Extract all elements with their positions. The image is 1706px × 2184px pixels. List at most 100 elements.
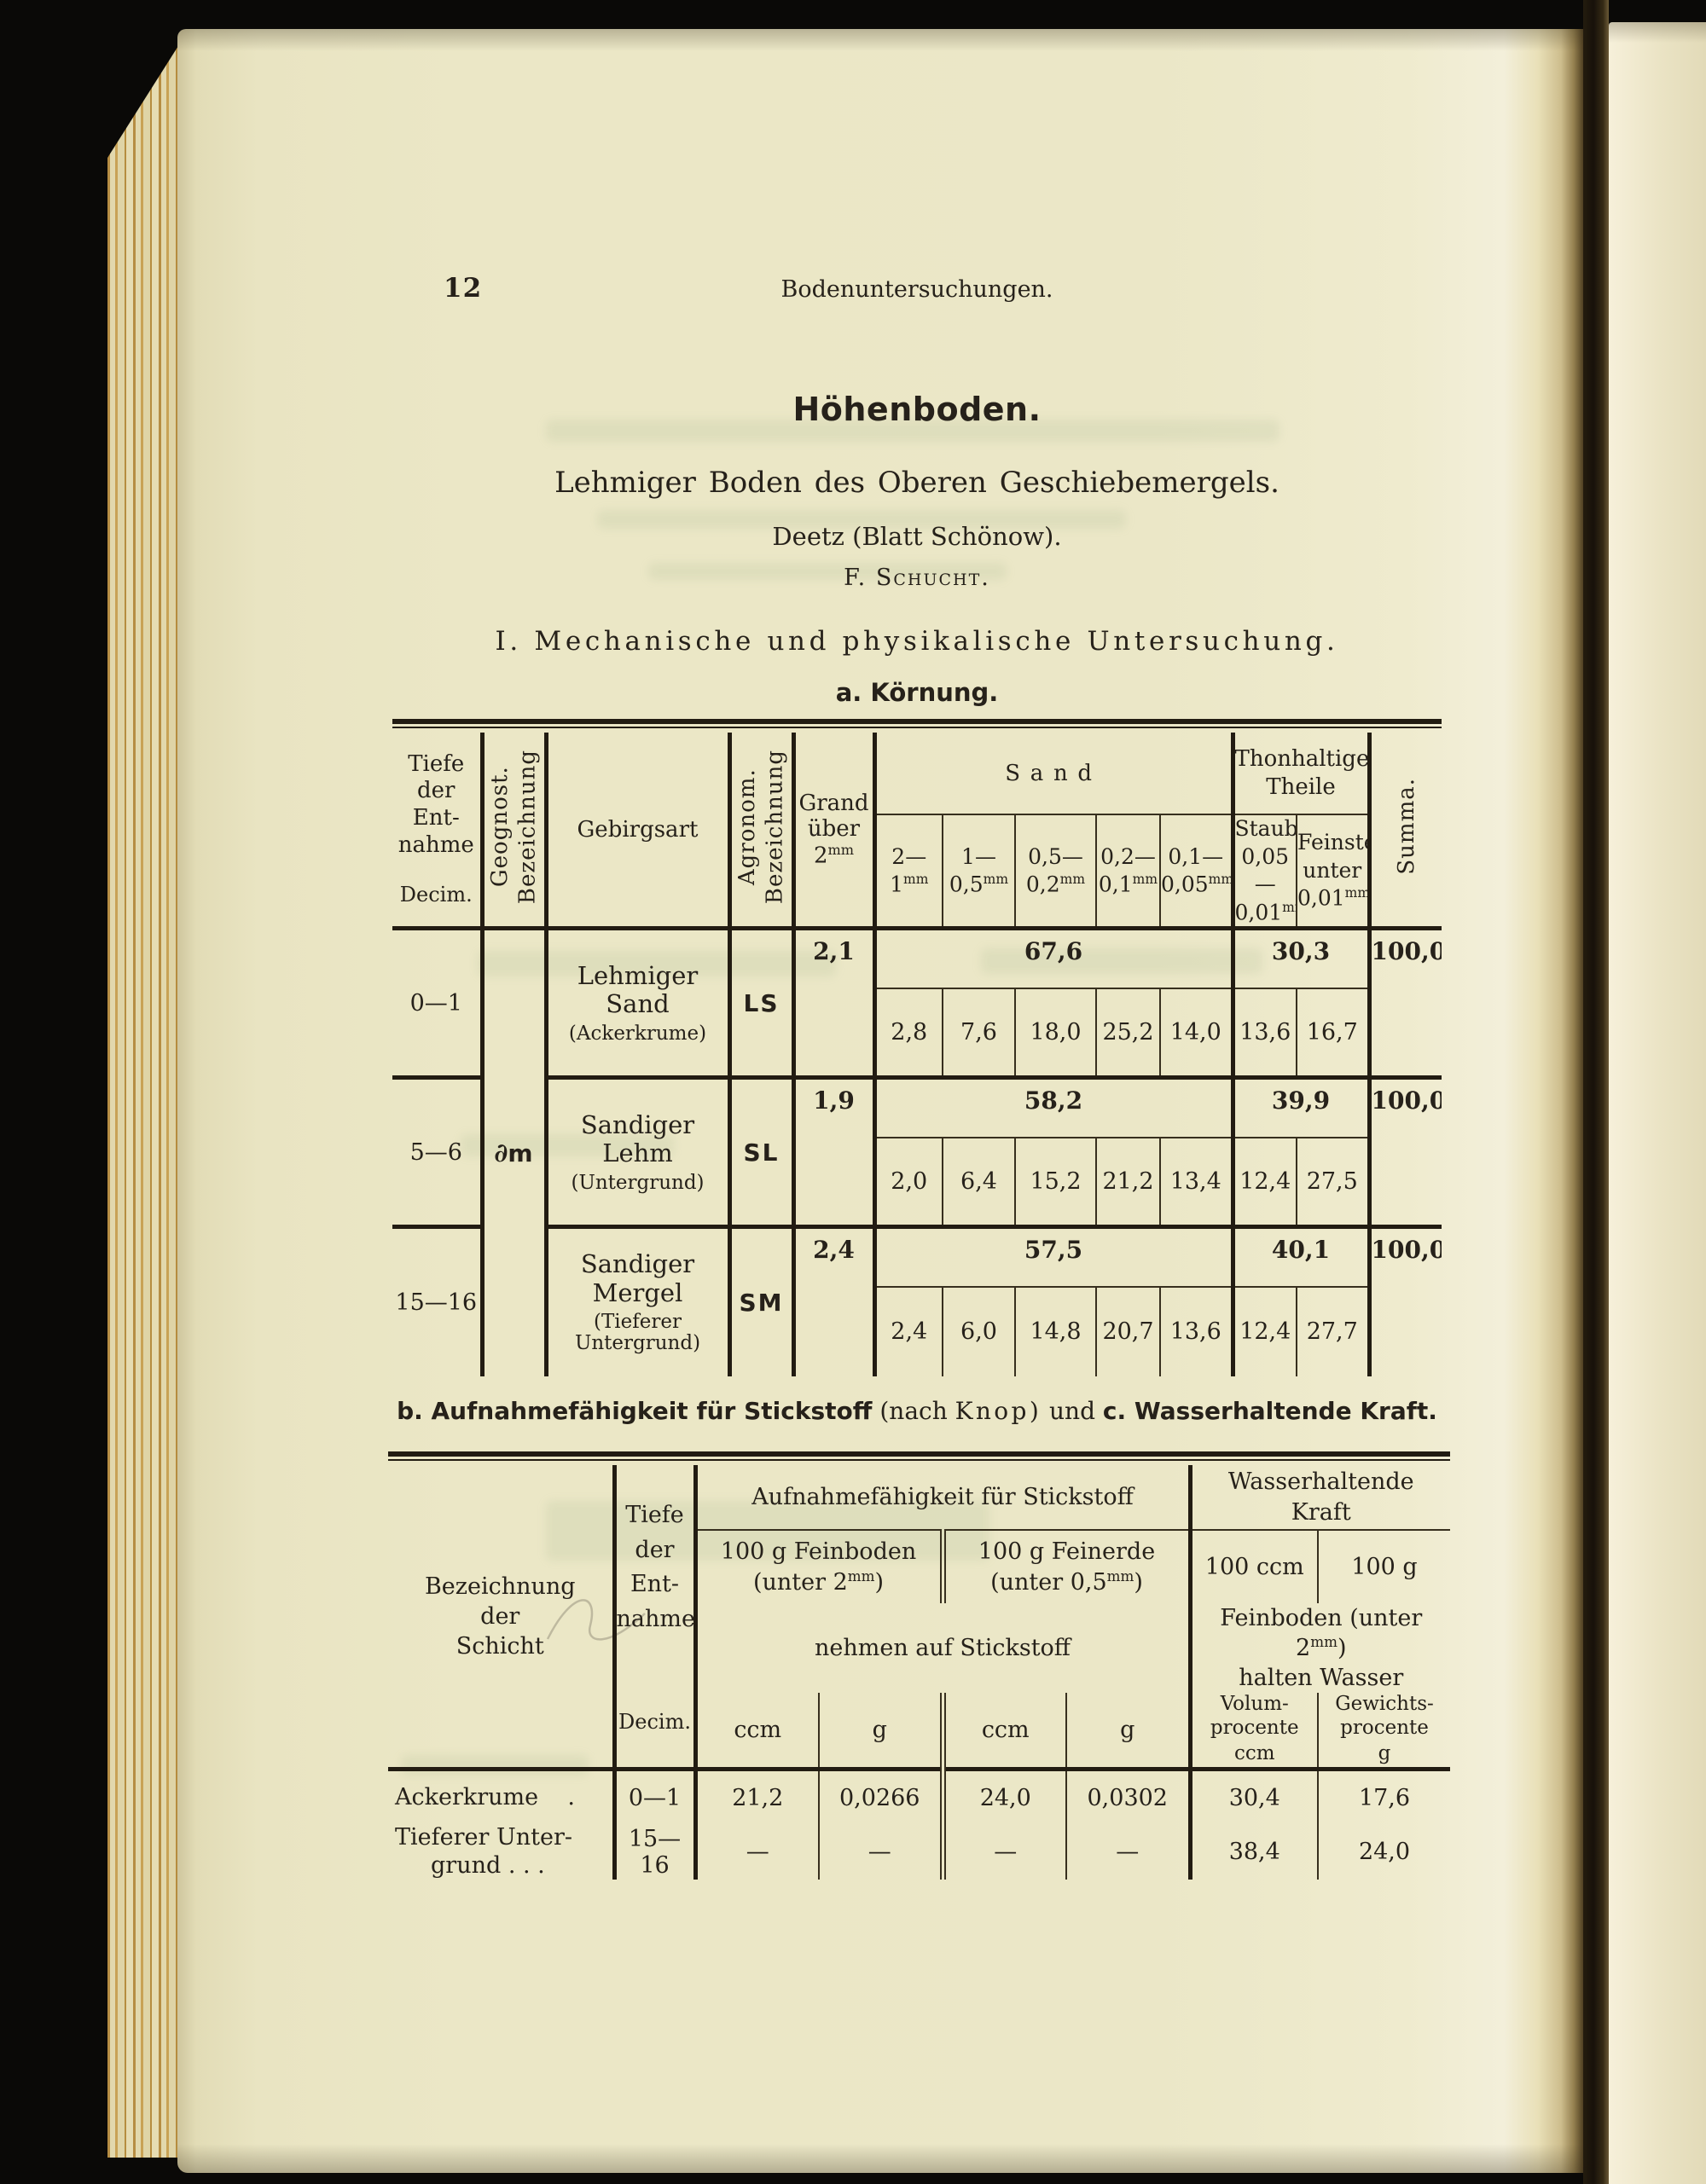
grand-value: 1,9 — [793, 1077, 877, 1230]
thon-sum: 30,3 — [1233, 928, 1372, 989]
thon-sum: 40,1 — [1233, 1226, 1372, 1288]
bleed-through — [648, 563, 1007, 580]
value-cell: — — [1065, 1824, 1192, 1880]
schicht-name: Ackerkrume . — [388, 1769, 617, 1825]
summa-value: 100,0 — [1371, 1236, 1442, 1265]
value-cell: 0,0266 — [818, 1769, 943, 1825]
summa-value: 100,0 — [1369, 1077, 1442, 1230]
col-header-grand: Grand über 2mm — [793, 733, 877, 931]
group-header-stickstoff: Aufnahmefähigkeit für Stickstoff — [695, 1465, 1192, 1531]
table-row: 0—1 ∂m Lehmiger Sand (Ackerkrume) LS 2,1 … — [392, 928, 1442, 1376]
double-rule-thick — [392, 719, 1442, 724]
double-rule-thick — [388, 1451, 1450, 1457]
table-row: 15—16 Sandiger Mergel (Tieferer Untergrun… — [392, 1226, 1442, 1376]
caption-b-knop: Knop) — [955, 1397, 1042, 1425]
table-row: 2,8 7,6 18,0 25,2 14,0 13,6 16,7 — [392, 988, 1442, 1080]
caption-b-nach: (nach — [879, 1397, 948, 1425]
sand-fraction-header: 0,2— 0,1mm — [1095, 814, 1160, 931]
sand-fraction-header: 1— 0,5mm — [942, 814, 1015, 931]
nehmen-auf-stickstoff: nehmen auf Stickstoff — [695, 1603, 1192, 1694]
unit-volumprocente: Volum- procente ccm — [1190, 1693, 1318, 1772]
gebirgsart-cell: Sandiger Mergel (Tieferer Untergrund) — [546, 1226, 732, 1376]
table-row: Tieferer Unter-grund . . . 15—16 — — — —… — [388, 1824, 1451, 1880]
group-header-sand: Sand — [874, 733, 1235, 815]
caption-b-bold-1: b. Aufnahmefähigkeit für Stickstoff — [397, 1397, 873, 1425]
sand-value: 25,2 — [1095, 988, 1160, 1080]
sand-value: 13,4 — [1159, 1137, 1235, 1230]
schicht-name: Tieferer Unter-grund . . . — [388, 1824, 617, 1880]
table-row: 5—6 Sandiger Lehm (Untergrund) SL 1,9 58,… — [392, 1077, 1442, 1230]
stickstoff-wasser-table: Bezeichnung der Schicht Tiefe der Ent- n… — [388, 1451, 1451, 1880]
tiefe-value: 0—1 — [392, 928, 485, 1080]
agronom-cell: LS — [729, 928, 796, 1080]
thon-value: 16,7 — [1296, 988, 1372, 1080]
table-row: 2,0 6,4 15,2 21,2 13,4 12,4 27,5 — [392, 1137, 1442, 1230]
sand-value: 6,0 — [942, 1286, 1015, 1376]
col-header-tiefe: Tiefe der Ent- nahme Decim. — [392, 733, 485, 931]
double-rule-thin — [388, 1459, 1450, 1461]
agronom-cell: SL — [729, 1077, 796, 1230]
sand-sum: 67,6 — [874, 928, 1235, 989]
sand-fraction-header: 2— 1mm — [874, 814, 943, 931]
subgroup-feinerde: 100 g Feinerde (unter 0,5mm) — [939, 1530, 1192, 1603]
tiefe-value: 15—16 — [392, 1226, 485, 1376]
page-stack-edges — [107, 39, 183, 2158]
value-cell: — — [746, 1839, 769, 1866]
page-title: Höhenboden. — [792, 391, 1042, 428]
caption-b-bold-2: c. Wasserhaltende Kraft. — [1102, 1397, 1437, 1425]
tiefe-value: 0—1 — [614, 1769, 698, 1825]
table-row: 2,4 6,0 14,8 20,7 13,6 12,4 27,7 — [392, 1286, 1442, 1376]
unit-g: g — [818, 1693, 943, 1772]
sand-value: 2,8 — [874, 988, 943, 1080]
sand-value: 7,6 — [942, 988, 1015, 1080]
sand-value: 2,0 — [874, 1137, 943, 1230]
unit-ccm: ccm — [939, 1693, 1066, 1772]
sand-sum: 58,2 — [874, 1077, 1235, 1138]
col-header-gebirgsart: Gebirgsart — [546, 733, 732, 931]
value-cell: 24,0 — [939, 1769, 1066, 1825]
thon-fraction-header: Feinstesunter0,01mm — [1296, 814, 1372, 931]
col-header-bezeichnung: Bezeichnung der Schicht — [388, 1465, 617, 1772]
double-rule-thin — [392, 727, 1442, 728]
thon-value: 13,6 — [1233, 988, 1297, 1080]
subgroup-100g: 100 g — [1316, 1530, 1451, 1603]
sand-value: 14,0 — [1159, 988, 1235, 1080]
gebirgsart-cell: Lehmiger Sand (Ackerkrume) — [546, 928, 732, 1080]
page-number: 12 — [444, 273, 483, 304]
sand-sum: 57,5 — [874, 1226, 1235, 1288]
unit-ccm: ccm — [695, 1693, 819, 1772]
bleed-through — [546, 420, 1280, 442]
value-cell: 30,4 — [1228, 1784, 1280, 1811]
col-header-tiefe: Tiefe der Ent- nahme Decim. — [614, 1465, 698, 1772]
sand-value: 13,6 — [1159, 1286, 1235, 1376]
sand-value: 15,2 — [1014, 1137, 1096, 1230]
section-heading: I. Mechanische und physikalische Untersu… — [495, 626, 1339, 657]
value-cell: 24,0 — [1316, 1824, 1451, 1880]
koernung-table: Tiefe der Ent- nahme Decim. Geognost. Bez… — [392, 719, 1442, 1376]
sand-value: 2,4 — [891, 1318, 928, 1346]
value-cell: — — [939, 1824, 1066, 1880]
gebirgsart-cell: Sandiger Lehm (Untergrund) — [546, 1077, 732, 1230]
sand-value: 21,2 — [1095, 1137, 1160, 1230]
thon-value: 12,4 — [1233, 1137, 1297, 1230]
group-header-wasserhaltend: Wasserhaltende Kraft — [1190, 1465, 1451, 1531]
agronom-cell: SM — [729, 1226, 796, 1376]
tiefe-value: 15—16 — [614, 1824, 698, 1880]
value-cell: 17,6 — [1316, 1769, 1451, 1825]
thon-value: 27,7 — [1296, 1286, 1372, 1376]
value-cell: 38,4 — [1228, 1839, 1280, 1866]
thon-value: 12,4 — [1239, 1318, 1291, 1346]
sand-value: 20,7 — [1095, 1286, 1160, 1376]
sand-value: 14,8 — [1014, 1286, 1096, 1376]
book-gutter — [1583, 0, 1609, 2184]
location-line: Deetz (Blatt Schönow). — [772, 522, 1062, 551]
subgroup-feinboden: 100 g Feinboden (unter 2mm) — [720, 1538, 917, 1596]
value-cell: 0,0302 — [1065, 1769, 1192, 1825]
table-b-caption: b. Aufnahmefähigkeit für Stickstoff (nac… — [358, 1397, 1476, 1425]
value-cell: 21,2 — [732, 1784, 784, 1811]
grand-value: 2,1 — [793, 928, 877, 1080]
geognost-symbol: ∂m — [482, 928, 548, 1376]
thon-value: 27,5 — [1296, 1137, 1372, 1230]
